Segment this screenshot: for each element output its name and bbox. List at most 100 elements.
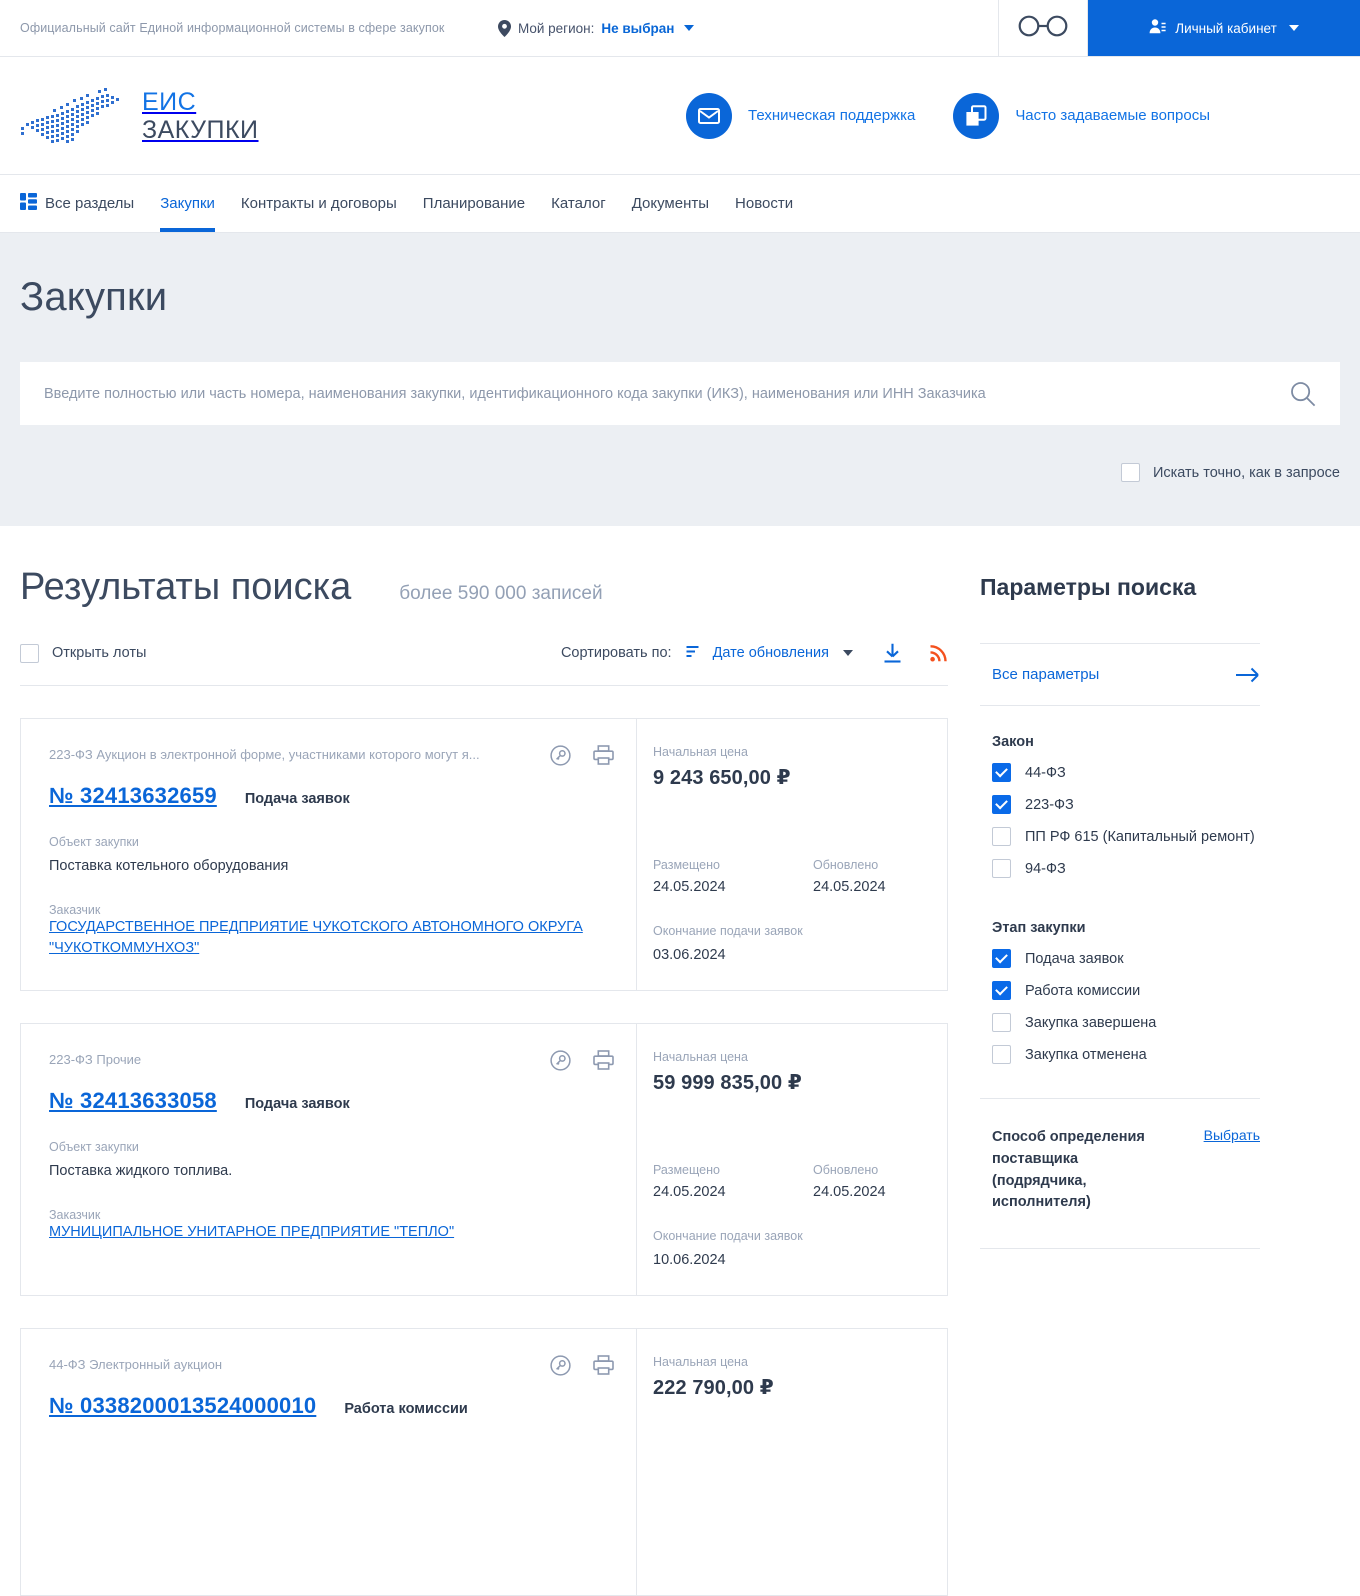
search-box[interactable] (20, 362, 1340, 425)
tech-support-button[interactable]: Техническая поддержка (686, 92, 915, 139)
result-card[interactable]: 223-ФЗ Аукцион в электронной форме, учас… (20, 718, 948, 992)
open-lots-toggle[interactable]: Открыть лоты (20, 643, 146, 663)
filter-option-rabota-komissii[interactable]: Работа комиссии (980, 968, 1260, 1000)
filter-group-law: Закон 44-ФЗ 223-ФЗ ПП РФ 615 (Капитальны… (980, 706, 1260, 878)
key-signature-icon[interactable] (550, 745, 571, 771)
search-icon[interactable] (1290, 381, 1316, 407)
checkbox[interactable] (992, 827, 1011, 846)
nav-label: Планирование (422, 195, 526, 212)
result-card-side: Начальная цена 9 243 650,00 ₽ Размещено … (637, 719, 997, 990)
sidebar-title: Параметры поиска (980, 574, 1197, 600)
placed-value: 24.05.2024 (653, 1184, 726, 1201)
all-params-label: Все параметры (992, 666, 1100, 683)
header-actions: Техническая поддержка Часто задаваемые в… (686, 92, 1340, 139)
filter-option-label: Работа комиссии (1025, 982, 1141, 999)
result-card-toprow: 223-ФЗ Аукцион в электронной форме, учас… (49, 745, 614, 771)
object-label: Объект закупки (49, 1140, 139, 1155)
filter-option-label: Закупка завершена (1025, 1014, 1157, 1031)
chevron-down-icon (1288, 25, 1299, 31)
nav-item-contracts[interactable]: Контракты и договоры (228, 175, 410, 232)
print-icon[interactable] (593, 745, 614, 771)
sort-value[interactable]: Дате обновления (712, 645, 829, 661)
official-site-text: Официальный сайт Единой информационной с… (20, 21, 445, 35)
customer-link[interactable]: ГОСУДАРСТВЕННОЕ ПРЕДПРИЯТИЕ ЧУКОТСКОГО А… (49, 919, 583, 957)
procurement-number-link[interactable]: № 32413632659 (49, 783, 217, 808)
updated-value: 24.05.2024 (813, 879, 886, 895)
filter-option-44fz[interactable]: 44-ФЗ (980, 750, 1260, 782)
key-signature-icon[interactable] (550, 1050, 571, 1076)
region-selector[interactable]: Мой регион: Не выбран (444, 0, 998, 56)
checkbox[interactable] (992, 981, 1011, 1000)
site-logo[interactable]: ЕИС ЗАКУПКИ (20, 85, 259, 147)
checkbox[interactable] (992, 1013, 1011, 1032)
procurement-number-link[interactable]: № 32413633058 (49, 1088, 217, 1114)
customer-link[interactable]: МУНИЦИПАЛЬНОЕ УНИТАРНОЕ ПРЕДПРИЯТИЕ "ТЕП… (49, 1224, 455, 1241)
results-count: более 590 000 записей (399, 583, 603, 604)
chevron-down-icon (684, 25, 695, 31)
exact-search-row[interactable]: Искать точно, как в запросе (20, 463, 1340, 482)
nav-all-sections-label: Все разделы (45, 195, 135, 212)
filter-option-94fz[interactable]: 94-ФЗ (980, 846, 1260, 878)
customer-label: Заказчик (49, 903, 101, 918)
procurement-stage: Подача заявок (244, 1096, 350, 1113)
arrow-right-icon (1236, 667, 1260, 683)
checkbox[interactable] (992, 763, 1011, 782)
customer-label: Заказчик (49, 1208, 101, 1223)
nav-item-zakupki[interactable]: Закупки (147, 175, 228, 232)
divider (980, 705, 1260, 706)
open-lots-checkbox[interactable] (20, 643, 39, 663)
filter-option-zakupka-zavershena[interactable]: Закупка завершена (980, 1000, 1260, 1032)
deadline-cell: Окончание подачи заявок 10.06.2024 (653, 1229, 973, 1271)
faq-button[interactable]: Часто задаваемые вопросы (953, 92, 1210, 139)
page-title: Закупки (20, 275, 168, 319)
filter-option-223fz[interactable]: 223-ФЗ (980, 782, 1260, 814)
personal-cabinet-button[interactable]: Личный кабинет (1088, 0, 1360, 56)
print-icon[interactable] (593, 1355, 614, 1381)
russia-map-icon (20, 85, 128, 147)
nav-item-all-sections[interactable]: Все разделы (20, 175, 147, 232)
deadline-label: Окончание подачи заявок (653, 924, 803, 939)
print-icon[interactable] (593, 1050, 614, 1076)
result-card[interactable]: 223-ФЗ Прочие (20, 1023, 948, 1297)
all-params-link[interactable]: Все параметры (980, 644, 1260, 705)
region-value[interactable]: Не выбран (601, 20, 675, 36)
logo-line-2: ЗАКУПКИ (142, 115, 259, 144)
procurement-type: 223-ФЗ Аукцион в электронной форме, учас… (49, 747, 480, 762)
key-signature-icon[interactable] (550, 1355, 571, 1381)
content-area: Результаты поиска более 590 000 записей … (0, 526, 1360, 1596)
nav-item-catalog[interactable]: Каталог (538, 175, 619, 232)
price-value: 222 790,00 ₽ (653, 1377, 774, 1400)
exact-search-checkbox[interactable] (1120, 463, 1140, 482)
result-card-main: 223-ФЗ Прочие (21, 1024, 637, 1296)
supplier-method-title: Способ определения поставщика (подрядчик… (992, 1129, 1145, 1211)
rss-icon[interactable] (930, 644, 948, 662)
checkbox[interactable] (992, 1045, 1011, 1064)
sort-direction-icon[interactable] (686, 645, 699, 662)
nav-item-documents[interactable]: Документы (619, 175, 722, 232)
placed-label: Размещено (653, 858, 720, 872)
filter-option-pp615[interactable]: ПП РФ 615 (Капитальный ремонт) (980, 814, 1260, 846)
download-icon[interactable] (883, 643, 902, 663)
nav-item-planning[interactable]: Планирование (410, 175, 538, 232)
result-card-main: 44-ФЗ Электронный аукцион (21, 1329, 637, 1596)
result-card[interactable]: 44-ФЗ Электронный аукцион (20, 1328, 948, 1596)
result-card-icons (532, 1050, 614, 1076)
procurement-number-link[interactable]: № 0338200013524000010 (49, 1393, 317, 1419)
divider (980, 1098, 1260, 1099)
filter-option-podacha-zayavok[interactable]: Подача заявок (980, 936, 1260, 968)
updated-value: 24.05.2024 (813, 1184, 886, 1201)
checkbox[interactable] (992, 859, 1011, 878)
accessibility-version-button[interactable] (998, 0, 1088, 56)
supplier-method-select-link[interactable]: Выбрать (1203, 1127, 1260, 1143)
chevron-down-icon[interactable] (843, 650, 853, 656)
checkbox[interactable] (992, 949, 1011, 968)
result-card-toprow: 44-ФЗ Электронный аукцион (49, 1355, 614, 1381)
result-card-numrow: № 32413633058 Подача заявок (49, 1088, 614, 1114)
filter-option-zakupka-otmenena[interactable]: Закупка отменена (980, 1032, 1260, 1064)
nav-item-news[interactable]: Новости (722, 175, 806, 232)
results-column: Результаты поиска более 590 000 записей … (20, 526, 948, 1596)
checkbox[interactable] (992, 795, 1011, 814)
filter-option-label: Закупка отменена (1025, 1046, 1147, 1063)
procurement-stage: Работа комиссии (344, 1401, 468, 1418)
search-input[interactable] (44, 385, 1290, 402)
